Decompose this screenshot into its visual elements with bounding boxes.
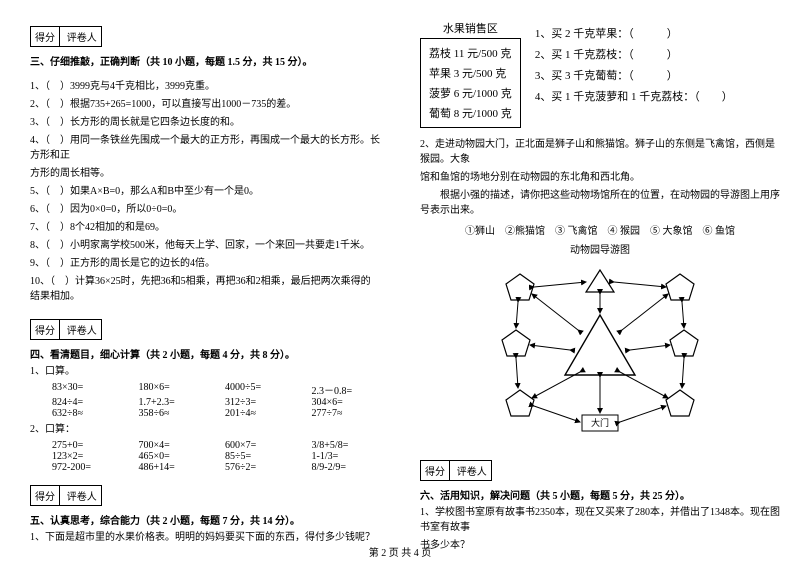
section-4-title: 四、看清题目，细心计算（共 2 小题，每题 4 分，共 8 分）。	[30, 350, 295, 361]
grader-label: 评卷人	[63, 486, 101, 505]
q3-3: 3、（ ）长方形的周长就是它四条边长度的和。	[30, 115, 380, 130]
score-box-4: 得分 评卷人	[30, 319, 102, 340]
q3-10: 10、（ ）计算36×25时，先把36和5相乘，再把36和2相乘，最后把两次乘得…	[30, 274, 380, 304]
q5-2b: 馆和鱼馆的场地分别在动物园的东北角和西北角。	[420, 170, 780, 185]
fruit-title: 水果销售区	[420, 20, 521, 36]
section-5-title: 五、认真思考，综合能力（共 2 小题，每题 7 分，共 14 分）。	[30, 516, 300, 527]
page-footer: 第 2 页 共 4 页	[0, 544, 800, 559]
calc-row-3: 632÷8≈358÷6≈201÷4≈277÷7≈	[52, 408, 380, 419]
grader-label: 评卷人	[63, 320, 101, 339]
calc-row-1: 83×30=180×6=4000÷5=2.3－0.8=	[52, 382, 380, 397]
grader-label: 评卷人	[453, 461, 491, 480]
fruit-price-box: 荔枝 11 元/500 克 苹果 3 元/500 克 菠萝 6 元/1000 克…	[420, 38, 521, 128]
calc-row-2: 824÷4=1.7+2.3=312÷3=304×6=	[52, 397, 380, 408]
q5-2c: 根据小强的描述，请你把这些动物场馆所在的位置，在动物园的导游图上用序号表示出来。	[420, 188, 780, 218]
q3-9: 9、（ ）正方形的周长是它的边长的4倍。	[30, 256, 380, 271]
q3-4b: 方形的周长相等。	[30, 166, 380, 181]
section-6-title: 六、活用知识，解决问题（共 5 小题，每题 5 分，共 25 分）。	[420, 491, 690, 502]
q5-2a: 2、走进动物园大门，正北面是狮子山和熊猫馆。狮子山的东侧是飞禽馆，西侧是猴园。大…	[420, 137, 780, 167]
score-box-5: 得分 评卷人	[30, 485, 102, 506]
score-box-3: 得分 评卷人	[30, 26, 102, 47]
q3-2: 2、（ ）根据735+265=1000，可以直接写出1000－735的差。	[30, 97, 380, 112]
calc-row-5: 123×2=465×0=85÷5=1-1/3=	[52, 451, 380, 462]
score-label: 得分	[31, 27, 60, 46]
q5-1: 1、下面是超市里的水果价格表。明明的妈妈要买下面的东西，得付多少钱呢？	[30, 530, 380, 545]
fruit-row: 苹果 3 元/500 克	[429, 63, 512, 83]
buy-row: 2、买 1 千克荔枝：（ ）	[535, 46, 733, 62]
q3-1: 1、（ ）3999克与4千克相比，3999克重。	[30, 79, 380, 94]
zoo-diagram: 大门	[490, 260, 710, 448]
q3-5: 5、（ ）如果A×B=0，那么A和B中至少有一个是0。	[30, 184, 380, 199]
score-label: 得分	[421, 461, 450, 480]
s4-sub1: 1、口算。	[30, 364, 380, 379]
score-label: 得分	[31, 486, 60, 505]
score-box-6: 得分 评卷人	[420, 460, 492, 481]
s4-sub2: 2、口算：	[30, 422, 380, 437]
fruit-row: 荔枝 11 元/500 克	[429, 43, 512, 63]
q3-8: 8、（ ）小明家离学校500米，他每天上学、回家，一个来回一共要走1千米。	[30, 238, 380, 253]
gate-label: 大门	[591, 417, 609, 428]
zoo-map-title: 动物园导游图	[420, 241, 780, 256]
q6-1a: 1、学校图书室原有故事书2350本，现在又买来了280本，并借出了1348本。现…	[420, 505, 780, 535]
q3-6: 6、（ ）因为0×0=0，所以0÷0=0。	[30, 202, 380, 217]
buy-row: 4、买 1 千克菠萝和 1 千克荔枝：（ ）	[535, 88, 733, 104]
q3-7: 7、（ ）8个42相加的和是69。	[30, 220, 380, 235]
zoo-legend: ①狮山 ②熊猫馆 ③ 飞禽馆 ④ 猴园 ⑤ 大象馆 ⑥ 鱼馆	[420, 222, 780, 237]
buy-row: 1、买 2 千克苹果：（ ）	[535, 25, 733, 41]
q3-4a: 4、（ ）用同一条铁丝先围成一个最大的正方形，再围成一个最大的长方形。长方形和正	[30, 133, 380, 163]
fruit-row: 菠萝 6 元/1000 克	[429, 83, 512, 103]
buy-row: 3、买 3 千克葡萄：（ ）	[535, 67, 733, 83]
section-3-title: 三、仔细推敲，正确判断（共 10 小题，每题 1.5 分，共 15 分）。	[30, 57, 313, 68]
calc-row-6: 972-200=486+14=576÷2=8/9-2/9=	[52, 462, 380, 473]
grader-label: 评卷人	[63, 27, 101, 46]
score-label: 得分	[31, 320, 60, 339]
fruit-row: 葡萄 8 元/1000 克	[429, 103, 512, 123]
calc-row-4: 275+0=700×4=600×7=3/8+5/8=	[52, 440, 380, 451]
